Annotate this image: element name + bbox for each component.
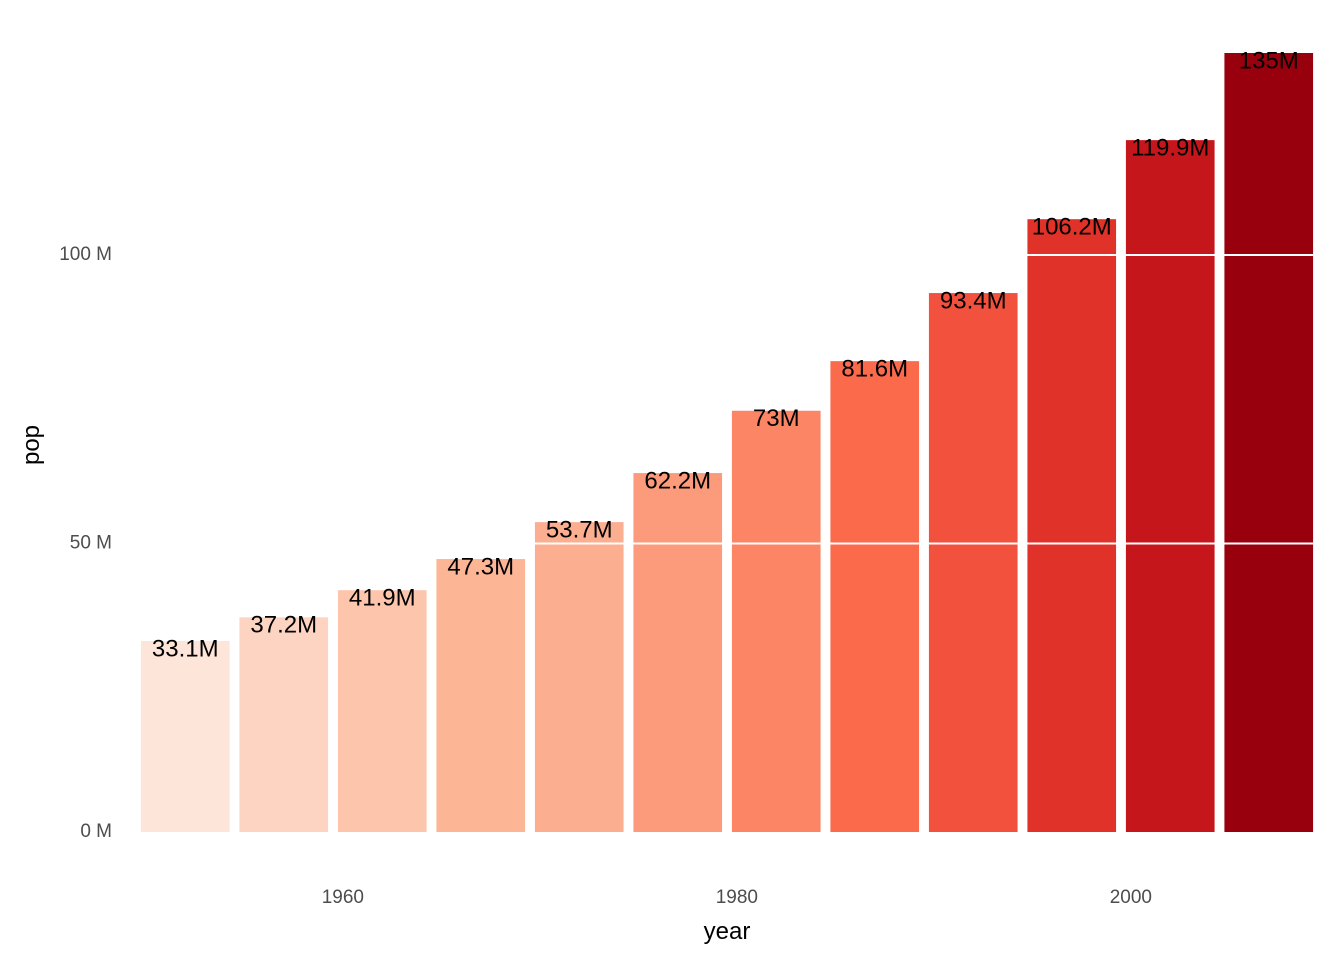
bar-2002 <box>1125 140 1215 832</box>
bar-2007 <box>1224 53 1314 832</box>
x-tick-label-1980: 1980 <box>716 887 758 908</box>
bar-1992 <box>928 293 1018 832</box>
x-axis-title: year <box>704 918 751 945</box>
bar-1982 <box>731 410 821 832</box>
x-tick-label-1960: 1960 <box>322 887 364 908</box>
y-tick-label-0: 0 M <box>80 821 112 842</box>
y-axis-ticks: 0 M 50 M 100 M <box>59 244 112 842</box>
bars <box>140 53 1314 832</box>
data-labels: 33.1M 37.2M 41.9M 47.3M 53.7M 62.2M 73M 81.6M 93… <box>152 47 1299 662</box>
bar-1952 <box>140 641 230 832</box>
y-tick-label-100: 100 M <box>59 244 112 265</box>
data-label-2007: 135M <box>1239 47 1299 74</box>
bar-1997 <box>1027 219 1117 832</box>
bar-1972 <box>534 522 624 832</box>
data-label-1962: 41.9M <box>349 585 416 612</box>
bar-1962 <box>337 590 427 832</box>
gridlines <box>136 253 1318 545</box>
data-label-1992: 93.4M <box>940 287 1007 314</box>
data-label-1982: 73M <box>753 405 800 432</box>
data-label-1952: 33.1M <box>152 635 219 662</box>
x-axis-ticks: 1960 1980 2000 <box>322 887 1152 908</box>
data-label-1997: 106.2M <box>1032 214 1112 241</box>
bar-1987 <box>830 361 920 832</box>
data-label-1987: 81.6M <box>841 355 908 382</box>
data-label-1972: 53.7M <box>546 516 613 543</box>
data-label-2002: 119.9M <box>1131 134 1209 161</box>
data-label-1967: 47.3M <box>447 553 514 580</box>
bar-1977 <box>633 473 723 832</box>
y-tick-label-50: 50 M <box>70 532 112 553</box>
y-axis-title: pop <box>18 425 45 465</box>
data-label-1957: 37.2M <box>250 612 317 639</box>
bar-1967 <box>436 559 526 832</box>
x-tick-label-2000: 2000 <box>1110 887 1152 908</box>
data-label-1977: 62.2M <box>644 467 711 494</box>
bar-1957 <box>239 617 329 832</box>
